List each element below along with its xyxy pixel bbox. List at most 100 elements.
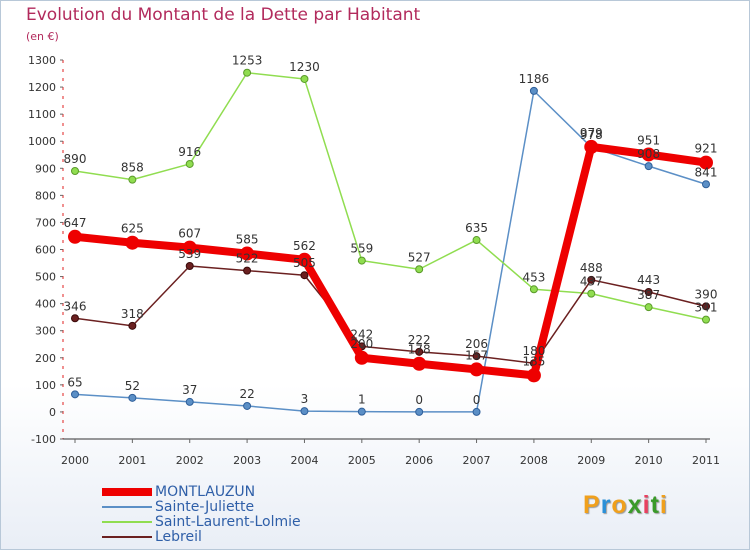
y-tick-label: 500 — [35, 271, 56, 284]
data-point-montlauzun — [240, 246, 255, 261]
data-point-sainte-juliette — [529, 86, 538, 95]
data-label-saint-laurent-lolmie: 1253 — [232, 54, 263, 68]
data-point-saint-laurent-lolmie — [71, 166, 79, 175]
data-label-saint-laurent-lolmie: 916 — [178, 145, 201, 159]
chart-subtitle: (en €) — [26, 30, 59, 43]
x-tick-label: 2003 — [233, 454, 261, 467]
data-label-montlauzun: 178 — [408, 343, 431, 357]
x-tick-label: 2001 — [118, 454, 146, 467]
x-tick-label: 2010 — [635, 454, 663, 467]
data-point-saint-laurent-lolmie — [644, 303, 653, 312]
x-tick-label: 2004 — [290, 454, 318, 467]
data-point-sainte-juliette — [415, 407, 424, 416]
y-tick-label: 1100 — [28, 108, 56, 121]
data-point-lebreil — [300, 271, 309, 280]
series-line-montlauzun — [74, 142, 707, 380]
data-label-lebreil: 222 — [408, 333, 431, 347]
y-tick-label: 200 — [35, 352, 56, 365]
x-tick-label: 2007 — [463, 454, 491, 467]
legend-swatch — [102, 535, 152, 538]
legend-item-montlauzun: MONTLAUZUN — [102, 484, 301, 499]
legend-item-lebreil: Lebreil — [102, 529, 301, 544]
data-label-saint-laurent-lolmie: 858 — [121, 161, 144, 175]
legend-item-sainte-juliette: Sainte-Juliette — [102, 499, 301, 514]
data-point-montlauzun — [641, 147, 656, 162]
logo-letter: x — [627, 491, 643, 519]
y-tick-label: 900 — [35, 162, 56, 175]
y-tick-label: 300 — [35, 325, 56, 338]
data-point-montlauzun — [68, 229, 82, 244]
data-point-montlauzun — [526, 368, 541, 383]
data-point-sainte-juliette — [644, 162, 653, 171]
data-point-saint-laurent-lolmie — [243, 68, 252, 77]
data-label-lebreil: 242 — [350, 327, 373, 341]
data-label-sainte-juliette: 65 — [67, 375, 82, 389]
logo-letter: i — [642, 491, 651, 519]
data-point-montlauzun — [354, 350, 369, 365]
y-tick-label: 1000 — [28, 135, 56, 148]
data-label-saint-laurent-lolmie: 635 — [465, 221, 488, 235]
data-point-saint-laurent-lolmie — [587, 289, 596, 298]
data-point-lebreil — [243, 266, 252, 275]
data-label-sainte-juliette: 37 — [182, 383, 197, 397]
data-point-saint-laurent-lolmie — [185, 159, 194, 168]
data-label-sainte-juliette: 0 — [415, 393, 423, 407]
data-point-montlauzun — [584, 139, 599, 154]
series-line-saint-laurent-lolmie — [74, 71, 707, 321]
data-label-lebreil: 390 — [695, 287, 718, 301]
data-label-montlauzun: 647 — [64, 216, 87, 230]
data-label-montlauzun: 562 — [293, 239, 316, 253]
data-point-saint-laurent-lolmie — [300, 74, 309, 83]
data-label-montlauzun: 979 — [580, 126, 603, 140]
data-label-lebreil: 318 — [121, 307, 144, 321]
data-label-sainte-juliette: 978 — [580, 128, 603, 142]
data-label-lebreil: 522 — [236, 252, 259, 266]
data-label-sainte-juliette: 841 — [695, 165, 718, 179]
y-tick-label: 600 — [35, 244, 56, 257]
logo-letter: i — [659, 491, 668, 519]
y-tick-label: 700 — [35, 216, 56, 229]
data-label-montlauzun: 607 — [178, 227, 201, 241]
legend-label: Sainte-Juliette — [155, 498, 255, 515]
chart-title: Evolution du Montant de la Dette par Hab… — [26, 5, 421, 25]
data-point-sainte-juliette — [185, 397, 194, 406]
data-label-lebreil: 505 — [293, 256, 316, 270]
data-label-lebreil: 180 — [522, 344, 545, 358]
chart-legend: MONTLAUZUN Sainte-Juliette Saint-Laurent-L… — [102, 484, 301, 544]
data-point-montlauzun — [125, 235, 140, 250]
data-point-saint-laurent-lolmie — [357, 256, 366, 265]
y-tick-label: 400 — [35, 298, 56, 311]
data-point-saint-laurent-lolmie — [415, 265, 424, 274]
logo-letter: o — [611, 491, 628, 519]
data-label-sainte-juliette: 1186 — [519, 72, 550, 86]
legend-swatch — [102, 520, 152, 523]
data-point-saint-laurent-lolmie — [529, 285, 538, 294]
data-label-lebreil: 443 — [637, 273, 660, 287]
y-tick-label: 1200 — [28, 81, 56, 94]
x-tick-label: 2009 — [577, 454, 605, 467]
data-point-saint-laurent-lolmie — [702, 315, 710, 324]
x-tick-label: 2011 — [692, 454, 720, 467]
data-label-montlauzun: 585 — [236, 233, 259, 247]
data-point-lebreil — [128, 321, 137, 330]
data-label-saint-laurent-lolmie: 1230 — [289, 60, 320, 74]
data-label-montlauzun: 135 — [522, 354, 545, 368]
legend-label: Saint-Laurent-Lolmie — [155, 513, 301, 530]
data-label-sainte-juliette: 3 — [301, 392, 309, 406]
data-label-sainte-juliette: 908 — [637, 147, 660, 161]
data-label-saint-laurent-lolmie: 341 — [695, 301, 718, 315]
data-label-montlauzun: 200 — [350, 337, 373, 351]
data-point-montlauzun — [297, 252, 312, 267]
data-point-montlauzun — [412, 356, 427, 371]
data-label-sainte-juliette: 1 — [358, 393, 366, 407]
data-point-montlauzun — [469, 362, 484, 377]
data-label-saint-laurent-lolmie: 437 — [580, 275, 603, 289]
x-tick-label: 2006 — [405, 454, 433, 467]
data-label-lebreil: 206 — [465, 337, 488, 351]
data-point-montlauzun — [699, 155, 713, 170]
data-point-lebreil — [702, 302, 710, 311]
data-label-montlauzun: 921 — [695, 142, 718, 156]
legend-label: MONTLAUZUN — [155, 483, 256, 500]
data-point-sainte-juliette — [243, 401, 252, 410]
